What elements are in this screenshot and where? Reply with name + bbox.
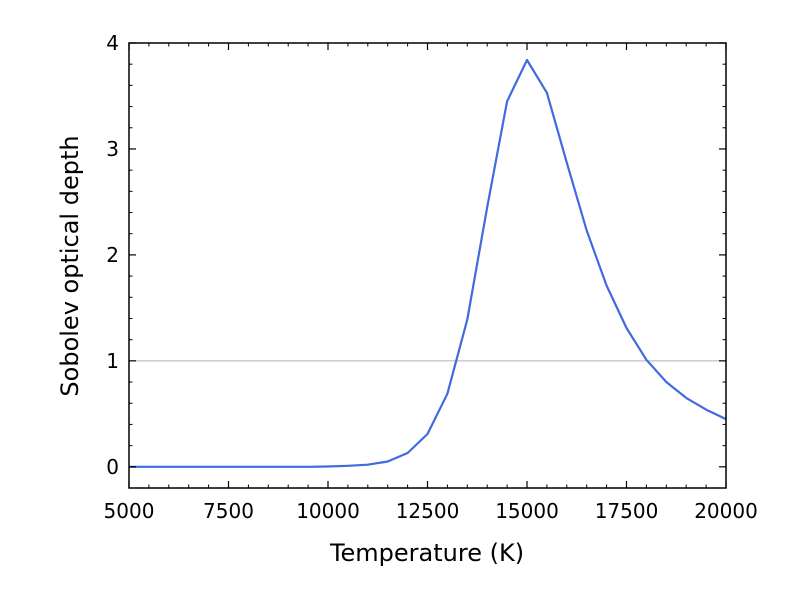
y-axis-label: Sobolev optical depth: [56, 135, 84, 396]
axes-frame: [128, 42, 727, 489]
y-tick-label: 1: [106, 349, 119, 373]
x-tick-label: 7500: [203, 499, 254, 523]
y-tick-label: 4: [106, 31, 119, 55]
y-tick-label: 2: [106, 243, 119, 267]
plot-frame: [128, 42, 727, 489]
x-tick-label: 17500: [595, 499, 659, 523]
x-tick-label: 12500: [396, 499, 460, 523]
plot-area: [129, 43, 726, 488]
y-tick-label: 0: [106, 455, 119, 479]
plot-background: [129, 43, 726, 488]
x-tick-label: 15000: [495, 499, 559, 523]
series-line-0: [129, 58, 727, 468]
y-tick-label: 3: [106, 137, 119, 161]
x-tick-label: 5000: [104, 499, 155, 523]
series-layer: [129, 58, 727, 468]
x-tick-label: 10000: [296, 499, 360, 523]
x-axis-label: Temperature (K): [329, 539, 524, 567]
x-tick-label: 20000: [694, 499, 758, 523]
tick-layer: 5000 7500 10000 12500 15000 17500 20000 0 1 2 3 4: [104, 31, 758, 523]
